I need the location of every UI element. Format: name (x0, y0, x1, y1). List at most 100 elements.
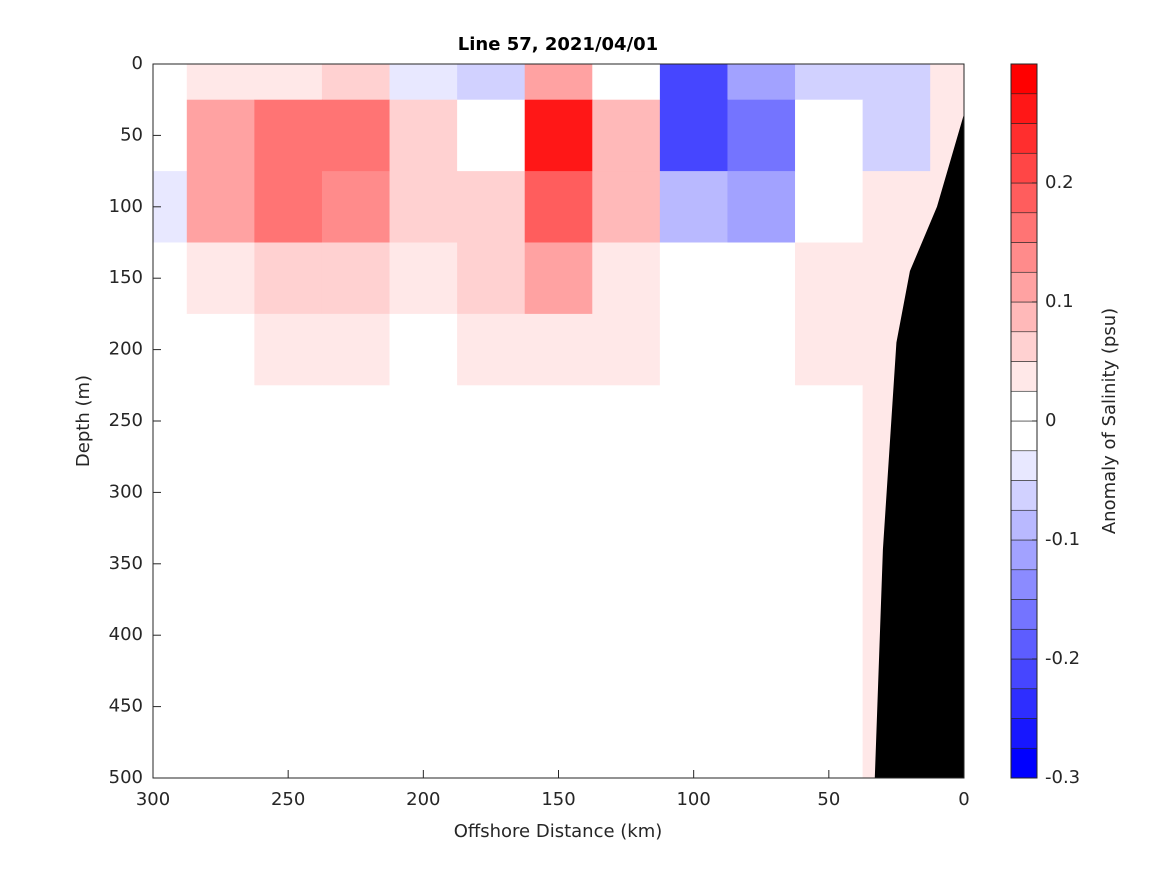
contour-cell (321, 242, 391, 315)
contour-cell (254, 670, 323, 743)
contour-cell (254, 599, 323, 672)
contour-cell (389, 670, 458, 743)
contour-cell (186, 528, 255, 600)
colorbar-band (1010, 688, 1038, 719)
colorbar-band (1010, 123, 1038, 154)
contour-cell (727, 313, 796, 386)
contour-cell (457, 64, 526, 101)
contour-cell (186, 742, 255, 778)
contour-cell (186, 599, 255, 672)
contour-cell (727, 99, 796, 172)
contour-cell (592, 670, 661, 743)
contour-cell (659, 242, 728, 315)
contour-cell (795, 599, 864, 672)
contour-cell (592, 242, 661, 315)
contour-cell (321, 670, 391, 743)
contour-cell (186, 670, 255, 743)
contour-cell (524, 385, 593, 458)
y-tick-label: 500 (109, 767, 143, 788)
contour-cell (321, 599, 391, 672)
contour-cell (254, 456, 323, 529)
contour-cell (389, 385, 458, 458)
contour-cell (592, 64, 661, 101)
y-tick-label: 400 (109, 624, 143, 645)
x-tick-label: 150 (541, 789, 575, 810)
contour-cell (659, 64, 728, 101)
contour-cell (186, 385, 255, 458)
colorbar-band (1010, 152, 1038, 184)
colorbar-tick-label: 0 (1045, 410, 1056, 431)
colorbar-band (1010, 182, 1038, 214)
contour-cell (389, 313, 458, 386)
contour-cell (659, 171, 728, 243)
contour-cell (321, 64, 391, 101)
contour-cell (592, 385, 661, 458)
contour-cell (795, 99, 864, 172)
contour-cell (321, 313, 391, 386)
contour-cell (659, 313, 728, 386)
colorbar-tick-label: -0.3 (1045, 767, 1080, 788)
contour-cell (795, 64, 864, 101)
contour-cell (524, 171, 593, 243)
contour-cell (389, 528, 458, 600)
contour-cell (862, 99, 931, 172)
colorbar-band (1010, 718, 1038, 749)
contour-cell (457, 385, 526, 458)
colorbar-band (1010, 331, 1038, 362)
contour-cell (321, 99, 391, 172)
contour-cell (592, 599, 661, 672)
y-axis-label: Depth (m) (73, 375, 94, 467)
contour-cell (795, 456, 864, 529)
contour-cell (321, 742, 391, 778)
colorbar-band (1010, 93, 1038, 124)
contour-cell (389, 242, 458, 315)
colorbar-band (1010, 420, 1038, 452)
contour-cell (862, 64, 931, 101)
x-tick-label: 300 (136, 789, 170, 810)
x-tick-label: 50 (817, 789, 840, 810)
contour-field (153, 64, 964, 778)
contour-cell (659, 599, 728, 672)
colorbar-band (1010, 747, 1038, 779)
contour-cell (727, 385, 796, 458)
colorbar-band (1010, 480, 1038, 511)
contour-cell (659, 528, 728, 600)
contour-cell (795, 313, 864, 386)
contour-cell (457, 599, 526, 672)
colorbar-band (1010, 361, 1038, 392)
contour-cell (524, 99, 593, 172)
y-tick-label: 250 (109, 410, 143, 431)
contour-cell (930, 64, 964, 101)
contour-cell (727, 528, 796, 600)
contour-cell (727, 742, 796, 778)
contour-cell (592, 742, 661, 778)
colorbar-band (1010, 509, 1038, 541)
contour-cell (457, 456, 526, 529)
colorbar-tick-label: -0.1 (1045, 529, 1080, 550)
contour-cell (862, 171, 931, 243)
x-tick-label: 200 (406, 789, 440, 810)
contour-cell (524, 528, 593, 600)
x-tick-label: 250 (271, 789, 305, 810)
contour-cell (659, 99, 728, 172)
colorbar-band (1010, 63, 1038, 95)
contour-cell (389, 64, 458, 101)
contour-cell (727, 670, 796, 743)
contour-cell (457, 670, 526, 743)
contour-cell (795, 528, 864, 600)
colorbar-band (1010, 390, 1038, 422)
contour-cell (186, 456, 255, 529)
contour-cell (457, 528, 526, 600)
colorbar-tick-label: 0.2 (1045, 172, 1074, 193)
contour-cell (254, 171, 323, 243)
contour-cell (254, 242, 323, 315)
y-tick-label: 350 (109, 553, 143, 574)
contour-cell (524, 456, 593, 529)
contour-cell (186, 242, 255, 315)
contour-cell (659, 456, 728, 529)
contour-cell (795, 242, 864, 315)
contour-cell (592, 528, 661, 600)
contour-cell (592, 99, 661, 172)
contour-cell (795, 385, 864, 458)
